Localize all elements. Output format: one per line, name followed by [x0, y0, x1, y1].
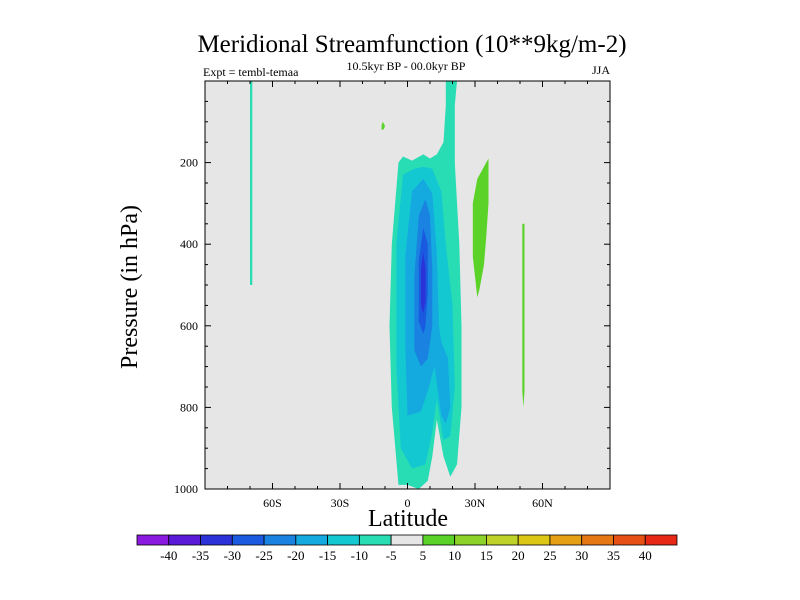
y-tick-label: 400 — [180, 237, 198, 251]
colorbar: -40 -35 -30 -25 -20 -15 -10 -5 5 10 15 20 25 30 35 40 — [136, 534, 678, 563]
colorbar-label: 20 — [512, 548, 525, 563]
contour-region-sh-negative-strip — [250, 81, 253, 285]
colorbar-swatch — [263, 534, 297, 546]
contour-region-nh-positive-strip — [522, 223, 525, 408]
colorbar-swatch — [390, 534, 424, 546]
colorbar-label: -5 — [386, 548, 397, 563]
colorbar-label: -40 — [160, 548, 177, 563]
colorbar-label: 15 — [480, 548, 493, 563]
colorbar-swatch — [327, 534, 360, 546]
colorbar-swatch — [613, 534, 646, 546]
colorbar-swatch — [295, 534, 328, 546]
x-tick-label: 60S — [263, 496, 282, 510]
y-tick-label: 800 — [180, 400, 198, 414]
colorbar-swatch — [549, 534, 583, 546]
contour-fills — [250, 81, 525, 489]
period-label: 10.5kyr BP - 00.0kyr BP — [347, 59, 466, 73]
colorbar-swatch — [231, 534, 265, 546]
colorbar-label: 10 — [448, 548, 461, 563]
colorbar-label: 5 — [420, 548, 427, 563]
colorbar-label: 35 — [607, 548, 620, 563]
colorbar-swatch — [517, 534, 551, 546]
axis-ticks: 60S 30S 0 30N 60N 200 400 600 800 1000 — [174, 80, 611, 510]
experiment-label: Expt = tembl-temaa — [203, 65, 299, 79]
y-tick-label: 200 — [180, 156, 198, 170]
colorbar-swatch — [422, 534, 456, 546]
colorbar-swatch — [136, 534, 170, 546]
colorbar-label: -15 — [319, 548, 336, 563]
chart-title: Meridional Streamfunction (10**9kg/m-2) — [197, 31, 626, 58]
y-tick-label: 1000 — [174, 482, 198, 496]
colorbar-label: -35 — [192, 548, 209, 563]
colorbar-label: -30 — [224, 548, 241, 563]
colorbar-label: 30 — [575, 548, 588, 563]
x-tick-label: 60N — [532, 496, 553, 510]
colorbar-swatch — [644, 534, 678, 546]
x-tick-label: 30S — [331, 496, 350, 510]
colorbar-label: 25 — [543, 548, 556, 563]
colorbar-swatch — [168, 534, 201, 546]
contour-region-nh-positive-cell — [472, 158, 489, 298]
colorbar-swatch — [581, 534, 614, 546]
colorbar-swatch — [200, 534, 233, 546]
colorbar-swatch — [358, 534, 392, 546]
colorbar-label: -20 — [287, 548, 304, 563]
colorbar-swatch — [486, 534, 519, 546]
contour-region-small-positive-blob — [381, 121, 385, 130]
x-tick-label: 0 — [405, 496, 411, 510]
colorbar-label: -25 — [255, 548, 272, 563]
colorbar-swatch — [454, 534, 487, 546]
x-axis-label: Latitude — [368, 506, 448, 532]
y-tick-label: 600 — [180, 319, 198, 333]
season-label: JJA — [592, 63, 610, 77]
contour-region-main-negative-cell-30 — [421, 252, 426, 314]
x-tick-label: 30N — [465, 496, 486, 510]
y-axis-label: Pressure (in hPa) — [117, 205, 143, 369]
colorbar-label: 40 — [639, 548, 652, 563]
colorbar-label: -10 — [351, 548, 368, 563]
